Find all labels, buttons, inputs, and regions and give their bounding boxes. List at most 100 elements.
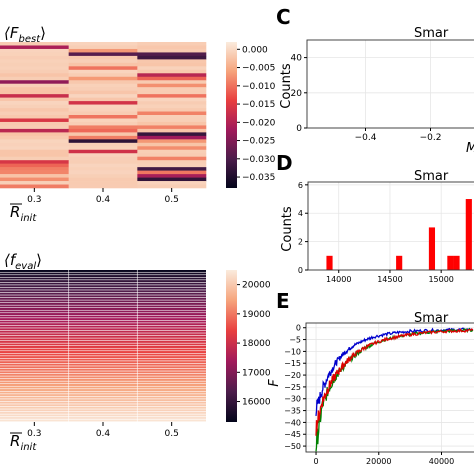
heatmap-cell [137, 62, 207, 67]
heatmap-row-gap [137, 274, 206, 276]
heatmap-row-gap [68, 330, 138, 331]
heatmap-cell [68, 104, 138, 109]
heatmap-cell [137, 356, 206, 359]
heatmap-row-gap [68, 340, 138, 341]
heatmap-cell [0, 62, 69, 67]
heatmap-cell [68, 149, 138, 154]
heatmap-row-gap [0, 325, 69, 326]
heatmap-cell [68, 167, 138, 171]
heatmap-row-gap [68, 358, 138, 359]
heatmap-cell [68, 121, 138, 126]
heatmap-cell [137, 320, 206, 323]
x-tick-label: −0.2 [420, 133, 442, 143]
heatmap-cell [137, 290, 206, 293]
heatmap-cell [68, 368, 138, 371]
heatmap-cell [137, 42, 207, 46]
y-tick-label: −15 [284, 359, 301, 368]
heatmap-cell [68, 353, 138, 356]
heatmap-cell [68, 59, 138, 64]
heatmap-cell [137, 302, 206, 305]
histogram-bar [465, 199, 472, 270]
heatmap-cell [137, 308, 206, 310]
fbest-xlabel-main: R [10, 203, 20, 221]
colorbar-tick-label: 16000 [242, 398, 271, 408]
panel-label-c: C [276, 5, 291, 29]
heatmap-cell [68, 142, 138, 147]
heatmap-cell [137, 353, 206, 356]
heatmap-cell [0, 115, 69, 119]
heatmap-cell [137, 399, 206, 402]
heatmap-cell [68, 409, 138, 412]
heatmap-row-gap [68, 406, 138, 407]
heatmap-cell [137, 406, 206, 409]
heatmap-cell [0, 333, 69, 336]
heatmap-row-gap [68, 391, 138, 392]
heatmap-cell [0, 295, 69, 298]
heatmap-row-gap [68, 299, 138, 301]
heatmap-row-gap [137, 370, 206, 372]
heatmap-cell [0, 394, 69, 397]
heatmap-row-gap [0, 418, 69, 420]
heatmap-cell [68, 80, 138, 85]
heatmap-row-gap [68, 317, 138, 319]
y-tick-label: 4 [298, 209, 303, 218]
heatmap-row-gap [0, 416, 69, 417]
y-tick-label: −35 [284, 407, 301, 416]
heatmap-cell [137, 340, 206, 343]
heatmap-cell [137, 419, 206, 422]
heatmap-cell [0, 160, 69, 164]
heatmap-cell [68, 399, 138, 402]
heatmap-cell [0, 399, 69, 402]
heatmap-row-gap [137, 289, 206, 291]
heatmap-cell [137, 346, 206, 348]
heatmap-row-gap [68, 335, 138, 336]
heatmap-row-gap [0, 304, 69, 306]
heatmap-row-gap [137, 297, 206, 298]
heatmap-row-gap [0, 335, 69, 336]
heatmap-cell [68, 297, 138, 300]
line-series [315, 328, 474, 436]
heatmap-cell [137, 280, 206, 283]
heatmap-cell [68, 376, 138, 379]
heatmap-cell [137, 135, 207, 140]
feval-xlabel-sub: init [20, 442, 37, 453]
colorbar-tick-label: −0.020 [242, 118, 276, 128]
heatmap-cell [137, 409, 206, 412]
heatmap-cell [0, 378, 69, 381]
heatmap-row-gap [137, 327, 206, 329]
heatmap-row-gap [0, 274, 69, 276]
heatmap-cell [137, 292, 206, 295]
colorbar-tick-label: −0.005 [242, 64, 275, 74]
heatmap-cell [68, 308, 138, 310]
heatmap-cell [137, 366, 206, 369]
heatmap-cell [0, 384, 69, 386]
colorbar-tick-label: −0.035 [242, 173, 275, 183]
colorbar-tick-label: 0.000 [242, 45, 268, 55]
heatmap-row-gap [137, 282, 206, 283]
histogram-bar [326, 255, 333, 270]
heatmap-cell [68, 333, 138, 336]
heatmap-row-gap [0, 320, 69, 321]
heatmap-cell [137, 94, 207, 98]
heatmap-cell [68, 62, 138, 67]
heatmap-cell [68, 163, 138, 168]
heatmap-row-gap [137, 325, 206, 326]
heatmap-cell [0, 287, 69, 290]
heatmap-row-gap [0, 330, 69, 331]
heatmap-cell [137, 335, 206, 338]
heatmap-cell [68, 83, 138, 88]
heatmap-row-gap [68, 355, 138, 357]
axes-frame [305, 322, 474, 453]
heatmap-row-gap [68, 347, 138, 349]
heatmap-cell [137, 384, 206, 386]
fbest-xlabel-sub: init [20, 213, 37, 224]
heatmap-cell [137, 338, 206, 341]
heatmap-cell [137, 368, 206, 371]
heatmap-cell [68, 48, 138, 53]
heatmap-row-gap [137, 299, 206, 301]
heatmap-row-gap [0, 408, 69, 410]
heatmap-row-gap [68, 294, 138, 296]
heatmap-row-gap [0, 327, 69, 329]
heatmap-row-gap [68, 378, 138, 379]
heatmap-cell [137, 394, 206, 397]
